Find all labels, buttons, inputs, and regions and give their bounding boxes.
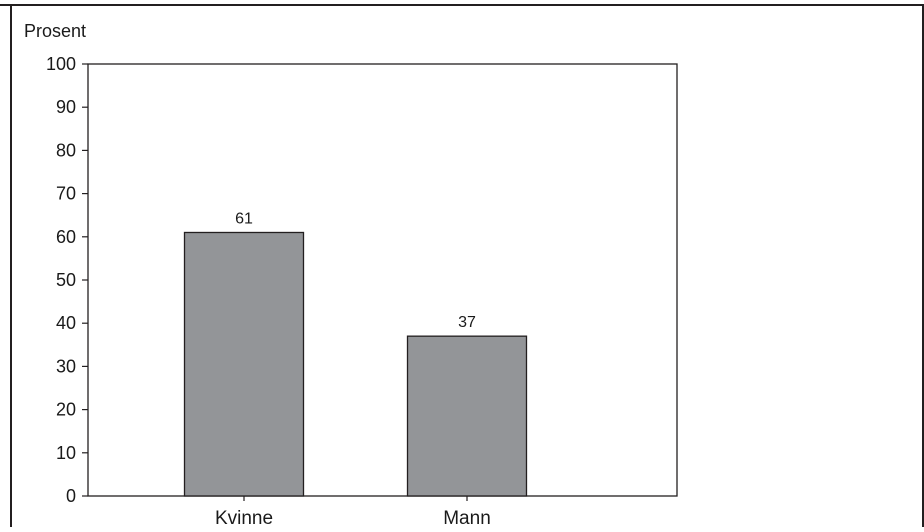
x-axis-tick-labels: Kvinne Mann [215, 496, 491, 529]
y-axis-ticks: 0 10 20 30 40 50 60 70 80 90 100 [46, 54, 88, 506]
y-tick-label: 0 [66, 486, 76, 506]
x-tick-label: Kvinne [215, 508, 273, 527]
y-tick-label: 50 [56, 270, 76, 290]
bar-kvinne [183, 231, 305, 497]
x-tick-label: Mann [443, 508, 491, 527]
y-tick-label: 80 [56, 140, 76, 160]
y-tick-label: 60 [56, 227, 76, 247]
bar-value-label: 37 [458, 314, 476, 331]
bar-data-labels: 61 37 [235, 210, 476, 331]
bars [183, 231, 528, 497]
y-tick-label: 20 [56, 400, 76, 420]
plot-area [87, 63, 678, 497]
y-tick-label: 70 [56, 184, 76, 204]
y-tick-label: 100 [46, 54, 76, 74]
y-tick-label: 10 [56, 443, 76, 463]
bar-mann [406, 335, 528, 497]
y-axis-title: Prosent [24, 21, 86, 41]
y-tick-label: 40 [56, 313, 76, 333]
y-tick-label: 90 [56, 97, 76, 117]
y-tick-label: 30 [56, 356, 76, 376]
bar-value-label: 61 [235, 210, 253, 227]
